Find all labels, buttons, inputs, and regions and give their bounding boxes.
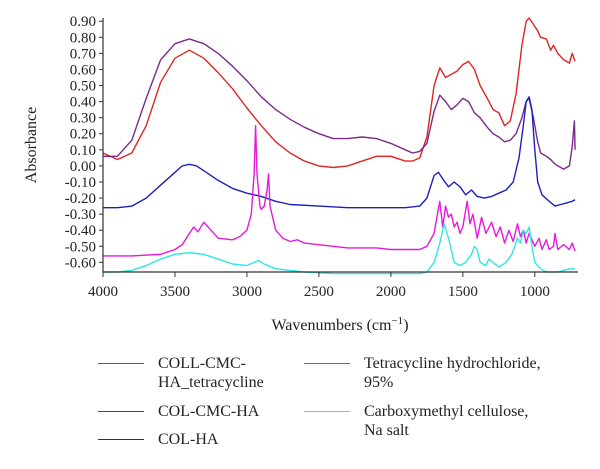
legend-label: COL-CMC-HA (158, 403, 260, 420)
x-axis-title-main: Wavenumbers (cm (271, 317, 392, 334)
series-line-0 (102, 17, 576, 169)
legend-item-coll-cmc-ha-tetracycline: COLL-CMC- HA_tetracycline (98, 354, 264, 392)
y-tick-label: 0.80 (70, 30, 96, 46)
legend-label: Tetracycline hydrochloride, 95% (364, 355, 541, 391)
legend-label: COLL-CMC- HA_tetracycline (158, 355, 264, 391)
legend-swatch (304, 411, 350, 412)
series-line-2 (103, 96, 576, 209)
series-line-3 (103, 125, 576, 257)
y-tick-label: 0.10 (70, 143, 96, 159)
series-line-4 (103, 223, 576, 275)
legend-item-col-ha: COL-HA (98, 430, 218, 449)
y-tick-label: 0.40 (70, 95, 96, 111)
plot-series-group (102, 17, 576, 275)
y-tick-label: 0.70 (70, 46, 96, 62)
legend: COLL-CMC- HA_tetracycline Tetracycline h… (98, 348, 598, 468)
series-line-1 (103, 38, 576, 170)
y-ticks-group: 0.900.800.700.600.500.400.300.200.100.00… (65, 14, 103, 271)
legend-item-carboxymethyl-cellulose: Carboxymethyl cellulose, Na salt (304, 402, 528, 440)
y-axis-title: Absorbance (23, 107, 40, 183)
y-tick-label: 0.00 (70, 159, 96, 175)
y-tick-label: 0.30 (70, 111, 96, 127)
x-axis-title: Wavenumbers (cm−1) (271, 315, 408, 334)
legend-swatch (98, 439, 144, 440)
y-tick-label: -0.30 (65, 207, 96, 223)
y-tick-label: -0.40 (65, 223, 96, 239)
x-tick-label: 2500 (304, 284, 334, 300)
x-axis-title-close: ) (403, 317, 408, 334)
x-tick-label: 1000 (520, 284, 550, 300)
legend-label: COL-HA (158, 431, 219, 448)
y-tick-label: -0.60 (65, 255, 96, 271)
x-ticks-group: 4000 3500 3000 2500 2000 1500 1000 (88, 272, 550, 300)
legend-swatch (98, 411, 144, 412)
y-tick-label: -0.20 (65, 191, 96, 207)
y-tick-label: 0.20 (70, 127, 96, 143)
y-tick-label: 0.60 (70, 62, 96, 78)
spectra-chart: 0.900.800.700.600.500.400.300.200.100.00… (23, 14, 578, 334)
y-tick-label: -0.50 (65, 239, 96, 255)
x-tick-label: 1500 (448, 284, 478, 300)
x-tick-label: 3000 (232, 284, 262, 300)
legend-swatch (304, 363, 350, 364)
y-tick-label: -0.10 (65, 175, 96, 191)
x-tick-label: 3500 (160, 284, 190, 300)
y-tick-label: 0.90 (70, 14, 96, 30)
legend-label: Carboxymethyl cellulose, Na salt (364, 403, 529, 439)
x-tick-label: 2000 (376, 284, 406, 300)
legend-item-col-cmc-ha: COL-CMC-HA (98, 402, 259, 421)
legend-item-tetracycline-hydrochloride: Tetracycline hydrochloride, 95% (304, 354, 541, 392)
y-tick-label: 0.50 (70, 79, 96, 95)
x-axis-title-superscript: −1 (391, 315, 403, 327)
legend-swatch (98, 363, 144, 364)
x-tick-label: 4000 (88, 284, 118, 300)
